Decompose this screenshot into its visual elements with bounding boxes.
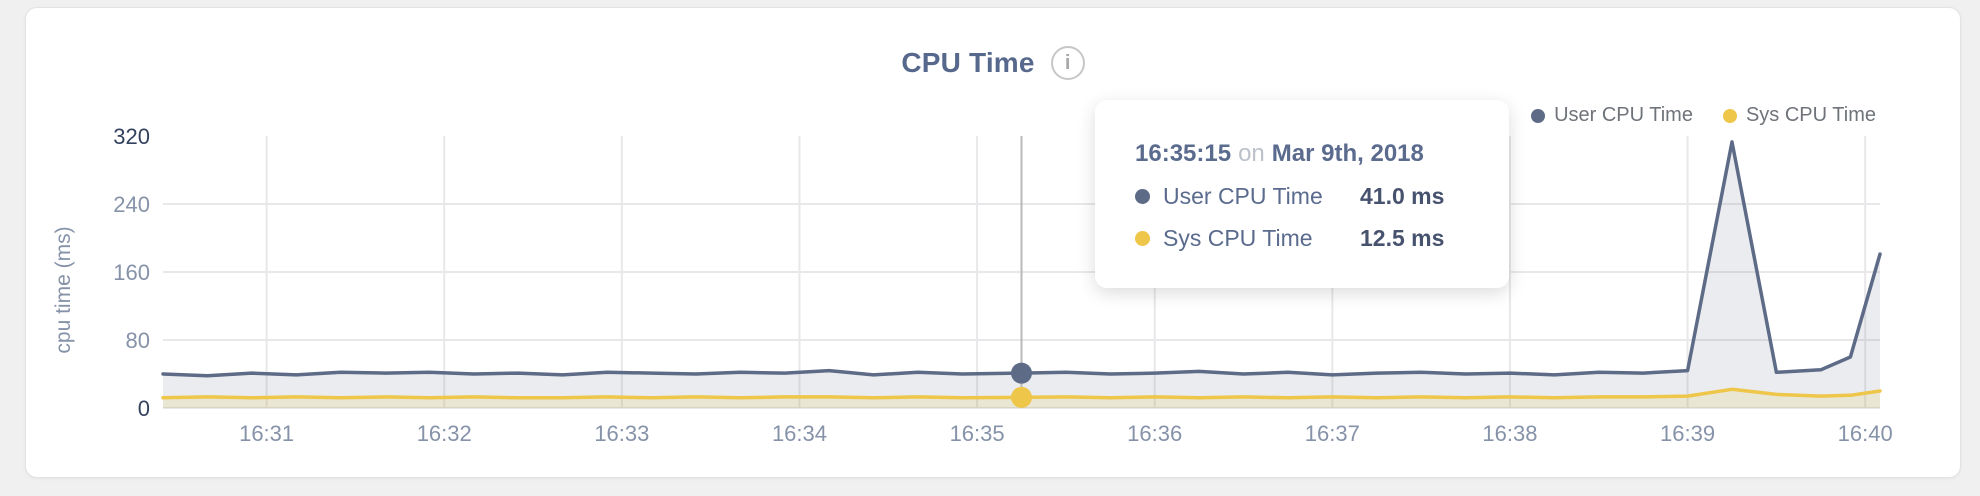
x-tick-label: 16:38 bbox=[1482, 421, 1537, 446]
y-axis-title: cpu time (ms) bbox=[52, 226, 75, 354]
y-tick-label: 80 bbox=[126, 328, 150, 353]
legend-dot-user-icon bbox=[1531, 108, 1546, 123]
x-tick-label: 16:37 bbox=[1305, 421, 1360, 446]
legend-dot-sys-icon bbox=[1722, 108, 1737, 123]
tooltip-dot-user-icon bbox=[1135, 189, 1150, 204]
tooltip-dot-sys-icon bbox=[1135, 231, 1150, 246]
line-series-0 bbox=[161, 140, 1882, 378]
y-tick-label: 160 bbox=[113, 260, 150, 285]
chart-title: CPU Time bbox=[901, 47, 1035, 78]
y-tick-label: 240 bbox=[113, 192, 150, 217]
tooltip-value-sys: 12.5 ms bbox=[1360, 225, 1445, 251]
x-tick-label: 16:31 bbox=[239, 421, 294, 446]
tooltip-label-user: User CPU Time bbox=[1163, 183, 1323, 209]
y-tick-label: 320 bbox=[113, 124, 150, 149]
x-tick-label: 16:40 bbox=[1838, 421, 1893, 446]
tooltip-time: 16:35:15 bbox=[1135, 140, 1232, 167]
chart-card: CPU Time i User CPU Time Sys CPU Time bbox=[25, 7, 1961, 478]
y-tick-label: 0 bbox=[138, 396, 150, 421]
legend-label-user: User CPU Time bbox=[1554, 104, 1693, 126]
tooltip-connector: on bbox=[1238, 140, 1265, 167]
hover-marker-series-1[interactable] bbox=[1011, 386, 1032, 408]
x-tick-label: 16:36 bbox=[1127, 421, 1182, 446]
legend-label-sys: Sys CPU Time bbox=[1745, 104, 1876, 126]
x-tick-label: 16:34 bbox=[772, 421, 827, 446]
tooltip-title: 16:35:15 on Mar 9th, 2018 bbox=[1135, 140, 1509, 168]
tooltip-date: Mar 9th, 2018 bbox=[1271, 140, 1424, 167]
chart-legend: User CPU Time Sys CPU Time bbox=[1531, 104, 1876, 127]
legend-item-user-cpu-time: User CPU Time bbox=[1531, 104, 1693, 127]
x-tick-label: 16:32 bbox=[417, 421, 472, 446]
legend-item-sys-cpu-time: Sys CPU Time bbox=[1722, 104, 1876, 127]
line-series-1 bbox=[161, 387, 1882, 400]
area-fill-series-0 bbox=[163, 141, 1880, 408]
tooltip-row-sys: Sys CPU Time 12.5 ms bbox=[1135, 225, 1509, 252]
chart-tooltip: 16:35:15 on Mar 9th, 2018 User CPU Time 41… bbox=[1095, 100, 1509, 288]
hover-marker-series-0[interactable] bbox=[1011, 362, 1032, 384]
tooltip-value-user: 41.0 ms bbox=[1360, 183, 1445, 209]
chart-header: CPU Time i bbox=[26, 46, 1960, 80]
x-tick-label: 16:35 bbox=[950, 421, 1005, 446]
x-tick-label: 16:39 bbox=[1660, 421, 1715, 446]
x-tick-label: 16:33 bbox=[594, 421, 649, 446]
tooltip-label-sys: Sys CPU Time bbox=[1163, 225, 1313, 251]
info-icon[interactable]: i bbox=[1050, 46, 1085, 80]
tooltip-row-user: User CPU Time 41.0 ms bbox=[1135, 183, 1509, 210]
